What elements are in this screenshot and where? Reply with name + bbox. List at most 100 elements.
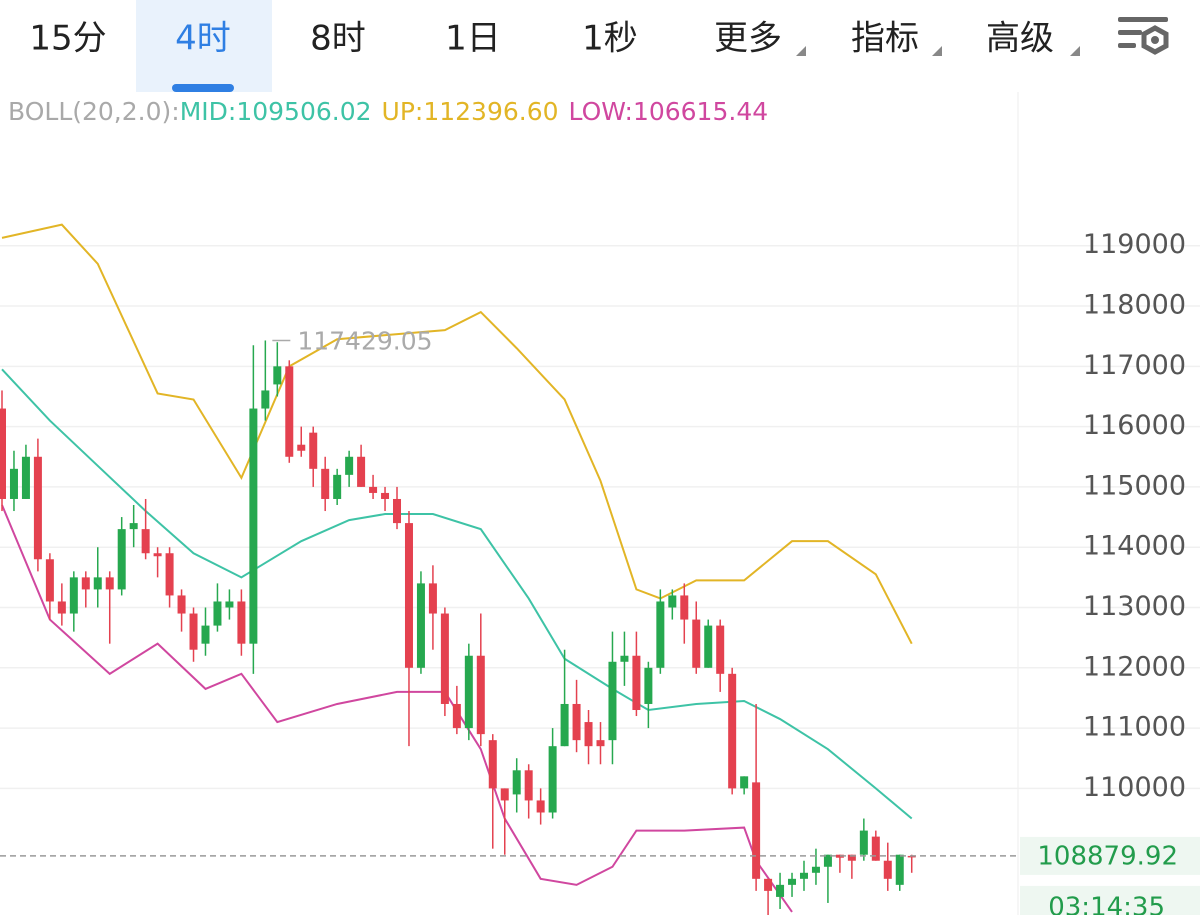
max-label: 117429.05 <box>297 326 432 355</box>
y-tick-label: 115000 <box>1083 470 1186 501</box>
candle-body <box>141 529 150 554</box>
candle-body <box>608 661 617 741</box>
candle-body <box>117 529 126 590</box>
candle-body <box>93 577 102 590</box>
candle-body <box>823 854 832 867</box>
tab[interactable]: 更多 <box>714 19 782 59</box>
candle-body <box>680 595 689 620</box>
candle-body <box>404 523 413 668</box>
active-tab-bg <box>136 0 272 92</box>
candle-body <box>153 553 162 557</box>
candle-body <box>464 655 473 729</box>
dropdown-arrow <box>1070 46 1080 56</box>
tab[interactable]: 15分 <box>29 19 106 59</box>
candle-body <box>440 613 449 704</box>
candle-body <box>33 456 42 560</box>
candle-body <box>9 468 18 499</box>
candle-body <box>333 474 342 499</box>
candle-body <box>632 655 641 711</box>
candle-body <box>548 746 557 813</box>
candle-body <box>752 782 761 879</box>
tab[interactable]: 高级 <box>986 19 1054 59</box>
candle-body <box>728 673 737 789</box>
candle-body <box>273 366 282 385</box>
candle-body <box>536 800 545 813</box>
candle-body <box>656 601 665 668</box>
candle-body <box>835 854 844 858</box>
candle-body <box>871 836 880 861</box>
up-name: UP: <box>382 97 424 126</box>
candle-body <box>692 619 701 668</box>
tab[interactable]: 4时 <box>175 19 231 59</box>
candle-body <box>859 830 868 855</box>
candle-body <box>57 601 66 614</box>
candle-body <box>416 583 425 668</box>
candle-body <box>740 776 749 789</box>
candle-body <box>261 390 270 409</box>
candle-body <box>201 625 210 644</box>
y-tick-label: 116000 <box>1083 410 1186 441</box>
candle-body <box>524 770 533 801</box>
candle-body <box>393 498 402 524</box>
dropdown-arrow <box>932 46 942 56</box>
candle-body <box>799 872 808 879</box>
candle-body <box>596 740 605 747</box>
candle-body <box>428 583 437 614</box>
candle-body <box>512 770 521 795</box>
y-tick-label: 111000 <box>1083 712 1186 743</box>
tab[interactable]: 1秒 <box>582 19 638 59</box>
candle-body <box>716 625 725 674</box>
indicator-header: BOLL(20,2.0):MID:109506.02 UP:112396.60 LO… <box>8 97 768 126</box>
y-tick-label: 117000 <box>1083 350 1186 381</box>
candle-body <box>21 456 30 499</box>
candle-body <box>476 655 485 735</box>
tab[interactable]: 指标 <box>851 19 919 59</box>
candle-body <box>321 468 330 499</box>
candle-body <box>105 577 114 590</box>
candle-body <box>572 703 581 741</box>
low-name: LOW: <box>569 97 633 126</box>
candle-body <box>788 878 797 885</box>
candle-body <box>45 559 54 602</box>
plot <box>0 223 916 915</box>
candle-body <box>500 788 509 801</box>
mid-value: 109506.02 <box>236 97 371 126</box>
countdown: 03:14:35 <box>1048 892 1165 915</box>
candle-body <box>165 553 174 596</box>
active-tab-indicator <box>172 84 234 92</box>
candle-body <box>668 595 677 608</box>
candle-body <box>776 884 785 897</box>
candle-body <box>0 408 6 499</box>
candle-body <box>452 703 461 729</box>
dropdown-arrow <box>796 46 806 56</box>
candle-body <box>488 740 497 789</box>
up-value: 112396.60 <box>423 97 558 126</box>
indicator-label: BOLL(20,2.0): <box>8 97 180 126</box>
boll-line <box>1 504 793 913</box>
y-tick-label: 114000 <box>1083 531 1186 562</box>
boll-line <box>1 368 913 820</box>
candle-body <box>237 601 246 644</box>
candle-body <box>225 601 234 608</box>
candle-body <box>883 860 892 879</box>
candle-body <box>189 613 198 650</box>
settings-icon[interactable] <box>1118 17 1169 55</box>
low-value: 106615.44 <box>633 97 768 126</box>
tab[interactable]: 8时 <box>310 19 366 59</box>
candle-body <box>811 866 820 873</box>
candle-body <box>381 492 390 499</box>
candle-body <box>560 703 569 747</box>
candle-body <box>345 456 354 475</box>
last-price-box <box>1020 836 1200 875</box>
mid-name: MID: <box>180 97 237 126</box>
candle-body <box>620 655 629 662</box>
candle-body <box>357 456 366 487</box>
candle-body <box>895 854 904 885</box>
candle-body <box>213 601 222 626</box>
candle-body <box>177 595 186 614</box>
candle-body <box>584 722 593 747</box>
last-price-label: 108879.92 <box>1037 841 1178 871</box>
tab[interactable]: 1日 <box>445 19 501 59</box>
